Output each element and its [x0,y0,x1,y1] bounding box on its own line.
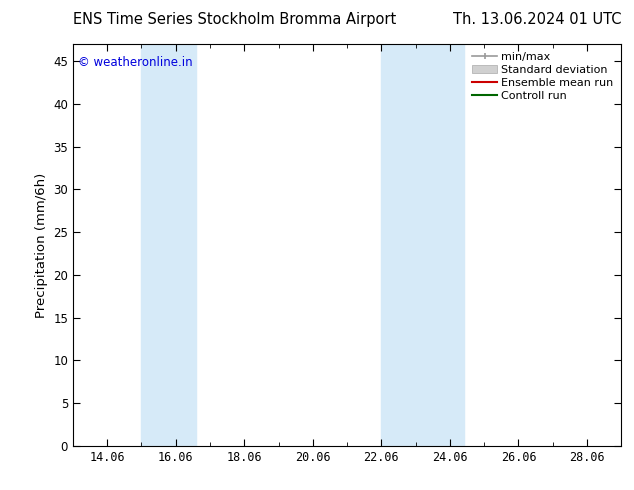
Bar [382,44,416,446]
Y-axis label: Precipitation (mm/6h): Precipitation (mm/6h) [35,172,48,318]
Bar [416,44,463,446]
Legend: min/max, Standard deviation, Ensemble mean run, Controll run: min/max, Standard deviation, Ensemble me… [470,49,616,103]
Text: Th. 13.06.2024 01 UTC: Th. 13.06.2024 01 UTC [453,12,621,27]
Bar [141,44,197,446]
Text: ENS Time Series Stockholm Bromma Airport: ENS Time Series Stockholm Bromma Airport [73,12,396,27]
Text: © weatheronline.in: © weatheronline.in [79,56,193,69]
